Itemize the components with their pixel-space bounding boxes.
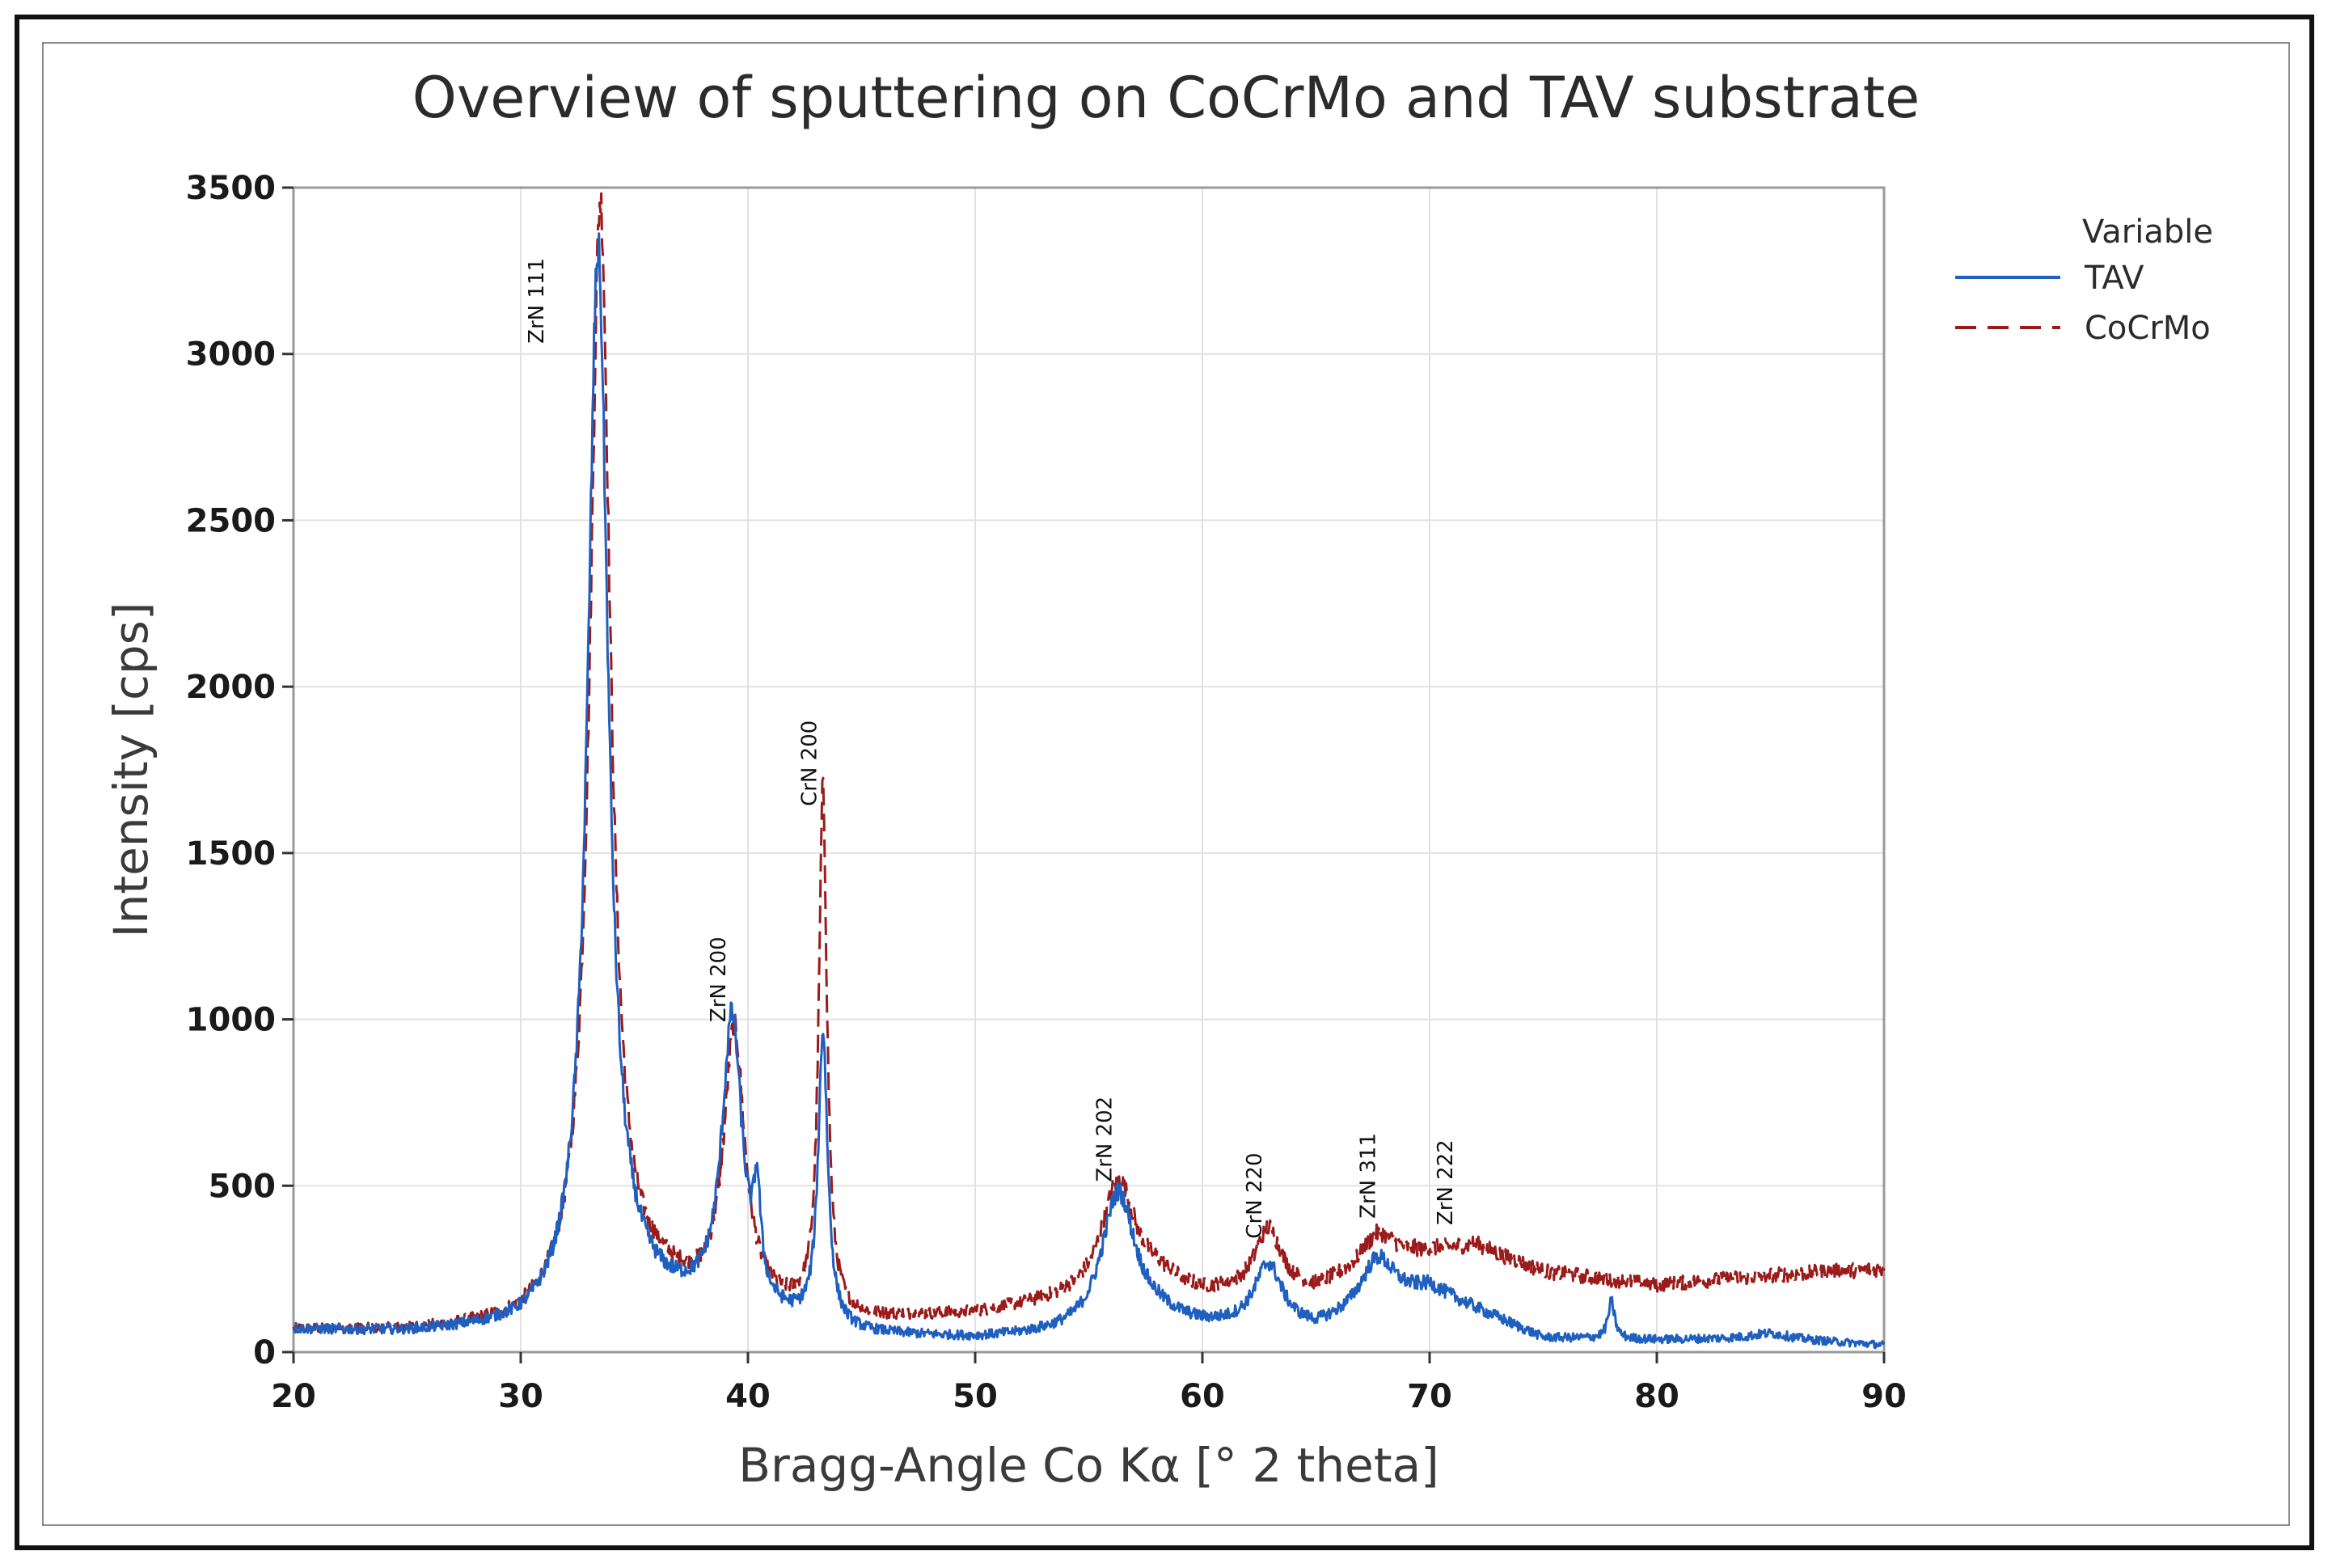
y-tick-label: 0: [253, 1334, 276, 1371]
series-line-tav: [293, 232, 1886, 1350]
grid: [294, 188, 1884, 1352]
peak-annotation: ZrN 111: [525, 258, 549, 344]
x-tick-label: 70: [1407, 1378, 1452, 1415]
legend-label-tav: TAV: [2084, 260, 2144, 297]
y-tick-label: 2500: [186, 502, 276, 539]
legend-label-cocrmo: CoCrMo: [2085, 310, 2211, 347]
x-tick-label: 60: [1180, 1378, 1225, 1415]
axes: 20 30 40 50 60 70 80 90 0 500 1000 1500 2000 2500 3000…: [186, 170, 1907, 1415]
x-tick-label: 30: [498, 1378, 543, 1415]
x-tick-label: 40: [725, 1378, 771, 1415]
x-axis-label: Bragg-Angle Co Kα [° 2 theta]: [738, 1438, 1439, 1493]
y-tick-label: 1000: [186, 1002, 276, 1039]
legend-title: Variable: [2082, 213, 2213, 251]
plot-area-border: [292, 186, 1886, 1354]
y-tick-label: 500: [209, 1168, 277, 1205]
y-tick-label: 3000: [186, 336, 276, 374]
series-layer: [292, 192, 1886, 1350]
y-tick-label: 3500: [186, 170, 276, 207]
y-axis-label: Intensity [cps]: [104, 602, 158, 937]
x-tick-label: 20: [271, 1378, 316, 1415]
x-tick-label: 90: [1861, 1378, 1907, 1415]
chart-title: Overview of sputtering on CoCrMo and TAV…: [412, 65, 1920, 131]
y-tick-label: 2000: [186, 669, 276, 706]
inner-frame: [42, 42, 2290, 1526]
peak-annotation: ZrN 311: [1357, 1133, 1381, 1219]
legend: Variable TAV CoCrMo: [1955, 213, 2213, 347]
peak-annotations: ZrN 111 ZrN 200 CrN 200 ZrN 202 CrN 220 ZrN 3…: [525, 258, 1458, 1239]
y-tick-label: 1500: [186, 835, 276, 873]
x-tick-label: 80: [1634, 1378, 1679, 1415]
peak-annotation: ZrN 200: [707, 936, 731, 1022]
peak-annotation: ZrN 222: [1434, 1139, 1458, 1225]
peak-annotation: CrN 200: [797, 721, 822, 806]
peak-annotation: ZrN 202: [1093, 1097, 1117, 1182]
series-line-cocrmo: [292, 192, 1886, 1335]
peak-annotation: CrN 220: [1243, 1153, 1267, 1239]
x-tick-label: 50: [953, 1378, 998, 1415]
